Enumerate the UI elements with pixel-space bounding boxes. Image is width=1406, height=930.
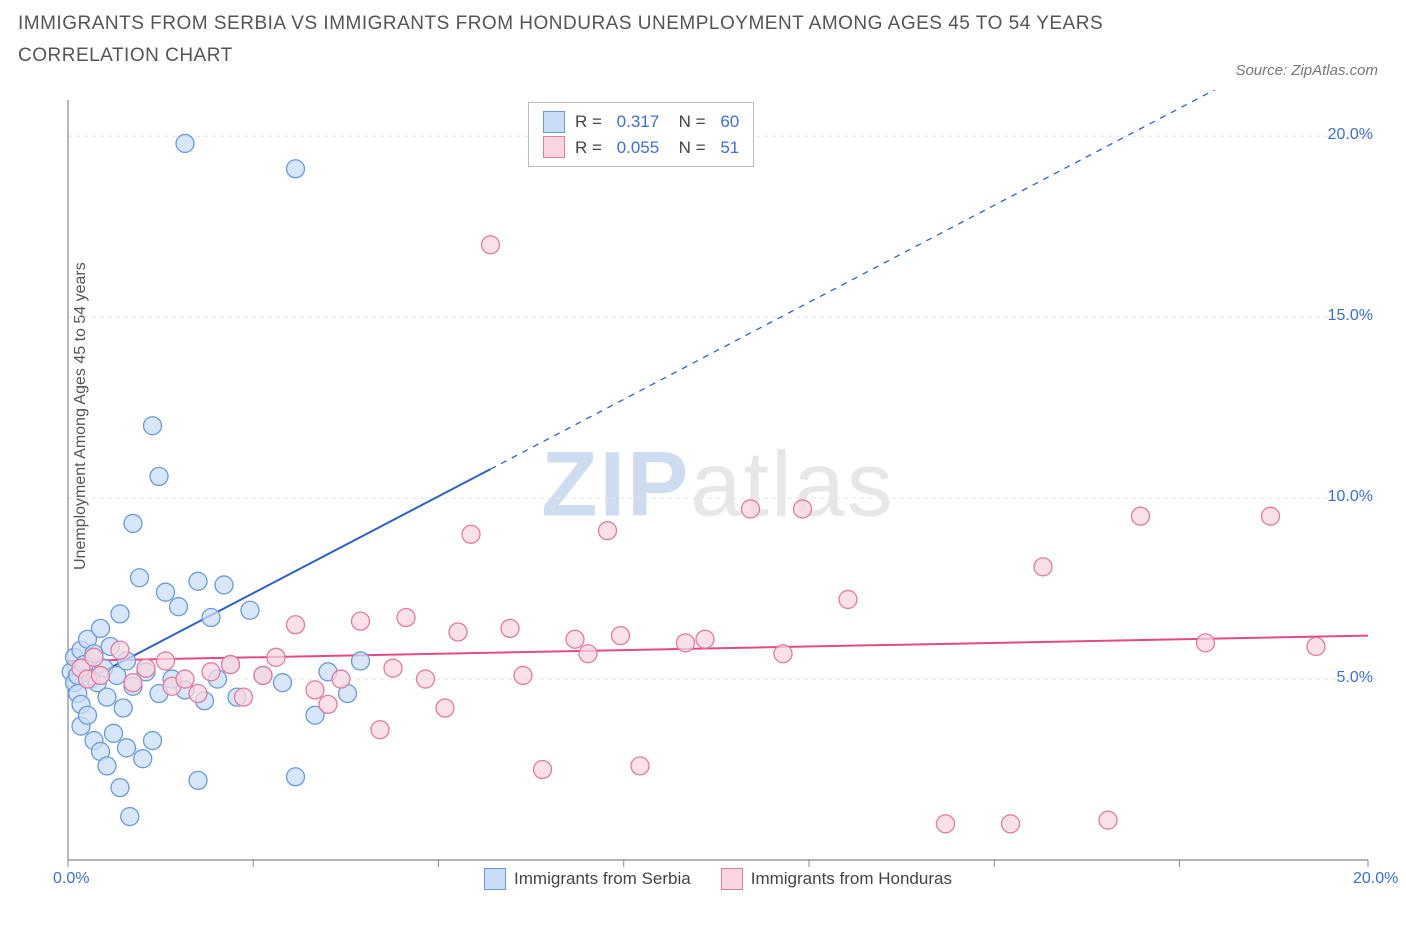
scatter-plot [58, 90, 1378, 890]
chart-area: Unemployment Among Ages 45 to 54 years Z… [58, 90, 1378, 890]
stats-legend: R = 0.317 N = 60 R = 0.055 N = 51 [528, 102, 754, 167]
x-tick-label: 20.0% [1353, 870, 1398, 888]
swatch-honduras-icon [721, 868, 743, 890]
swatch-serbia-icon [484, 868, 506, 890]
series-legend: Immigrants from Serbia Immigrants from H… [58, 868, 1378, 890]
chart-title: IMMIGRANTS FROM SERBIA VS IMMIGRANTS FRO… [18, 8, 1118, 73]
y-tick-label: 10.0% [1313, 488, 1373, 506]
stats-row-honduras: R = 0.055 N = 51 [543, 135, 739, 161]
legend-item-honduras: Immigrants from Honduras [721, 868, 952, 890]
swatch-honduras [543, 136, 565, 158]
swatch-serbia [543, 111, 565, 133]
x-tick-label: 0.0% [53, 870, 89, 888]
y-tick-label: 15.0% [1313, 307, 1373, 325]
y-tick-label: 5.0% [1313, 669, 1373, 687]
stats-row-serbia: R = 0.317 N = 60 [543, 109, 739, 135]
source-label: Source: ZipAtlas.com [1235, 62, 1378, 79]
y-tick-label: 20.0% [1313, 126, 1373, 144]
legend-item-serbia: Immigrants from Serbia [484, 868, 691, 890]
